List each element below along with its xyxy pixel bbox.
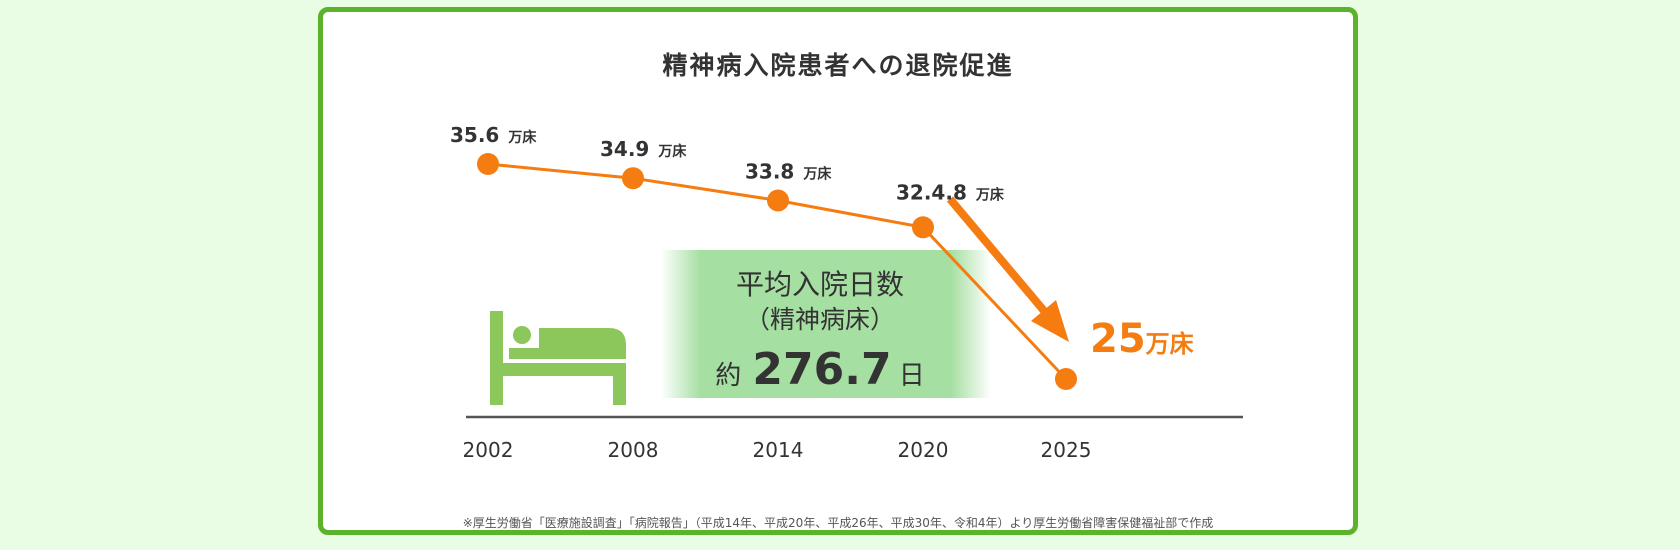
average-stay-value-line: 約 276.7 日 xyxy=(715,344,924,395)
value-label-unit: 万床 xyxy=(1146,330,1194,358)
x-tick-label-2002: 2002 xyxy=(463,438,514,462)
data-point-2020 xyxy=(912,216,934,239)
average-stay-suffix: 日 xyxy=(899,361,925,391)
value-label-number: 33.8 xyxy=(745,160,794,184)
projection-arrow-shaft xyxy=(946,196,1049,315)
average-stay-title: 平均入院日数 xyxy=(736,268,904,301)
value-label-2014: 33.8 万床 xyxy=(745,160,832,184)
source-note: ※厚生労働省「医療施設調査」「病院報告」（平成14年、平成20年、平成26年、平… xyxy=(462,516,1214,530)
value-label-unit: 万床 xyxy=(802,166,832,183)
x-tick-label-2020: 2020 xyxy=(898,438,949,462)
value-label-unit: 万床 xyxy=(507,129,537,146)
value-label-number: 32.4.8 xyxy=(896,180,967,204)
x-tick-label-2008: 2008 xyxy=(608,438,659,462)
value-label-number: 35.6 xyxy=(450,123,499,147)
value-label-2025: 25万床 xyxy=(1090,316,1194,362)
value-label-unit: 万床 xyxy=(975,186,1005,203)
x-tick-label-2025: 2025 xyxy=(1041,438,1092,462)
line-chart: 平均入院日数 （精神病床） 約 276.7 日 35.6 万床 34.9 万床33.8… xyxy=(450,123,1243,462)
average-stay-prefix: 約 xyxy=(715,361,741,391)
average-stay-subtitle: （精神病床） xyxy=(745,305,895,334)
data-point-2014 xyxy=(767,189,789,212)
chart-card: 精神病入院患者への退院促進 平均入院日数 （精神病床） 約 276.7 日 xyxy=(318,7,1358,535)
value-label-2008: 34.9 万床 xyxy=(600,137,687,161)
average-stay-box-bg xyxy=(661,250,991,398)
average-stay-value: 276.7 xyxy=(752,344,891,395)
projection-arrow-head xyxy=(1031,300,1069,342)
data-point-2002 xyxy=(477,153,499,175)
chart-title: 精神病入院患者への退院促進 xyxy=(662,51,1014,80)
series-layer xyxy=(477,153,1077,390)
data-point-2025 xyxy=(1055,368,1077,390)
x-tick-label-2014: 2014 xyxy=(753,438,804,462)
data-point-2008 xyxy=(622,167,644,190)
projection-arrow xyxy=(946,196,1069,342)
bed-person-icon xyxy=(490,311,626,405)
average-stay-box: 平均入院日数 （精神病床） 約 276.7 日 xyxy=(661,250,991,398)
value-label-unit: 万床 xyxy=(657,143,687,160)
value-label-2002: 35.6 万床 xyxy=(450,123,537,147)
value-label-number: 25 xyxy=(1090,316,1146,362)
value-label-number: 34.9 xyxy=(600,137,649,161)
value-label-2020: 32.4.8 万床 xyxy=(896,180,1005,204)
